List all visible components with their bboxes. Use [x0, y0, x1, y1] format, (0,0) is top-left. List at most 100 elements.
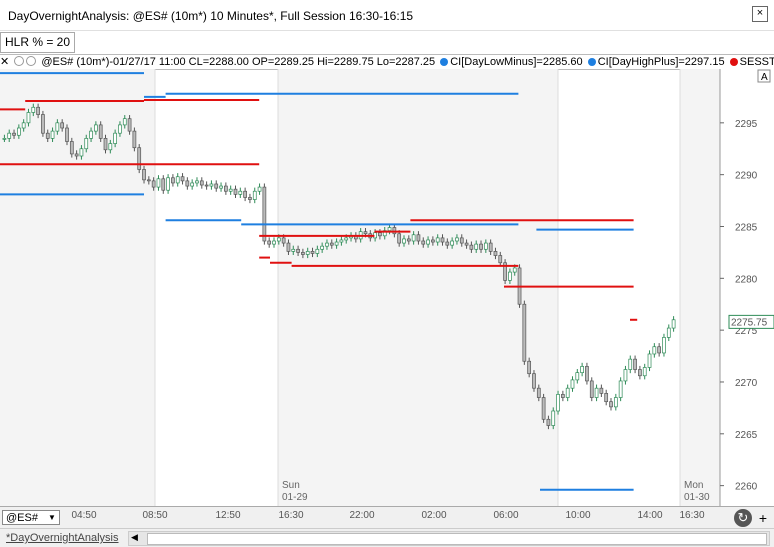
date-label: 01-29 — [282, 492, 308, 503]
candle-body — [570, 379, 575, 389]
candle-body — [546, 418, 551, 426]
auto-scale-button[interactable] — [757, 69, 771, 83]
price-chart[interactable]: A 2295 2290 2285 2280 2275 2270 2265 2260 2275.75… — [0, 69, 774, 506]
candle-body — [339, 239, 344, 243]
candle-body — [36, 106, 40, 115]
candle-body — [281, 237, 286, 244]
x-tick-label: 10:00 — [565, 510, 591, 521]
x-tick-label: 02:00 — [421, 510, 447, 521]
candle-body — [508, 271, 512, 281]
candle-body — [512, 267, 517, 273]
x-tick-label: 08:50 — [142, 510, 168, 521]
candle-body — [426, 239, 430, 245]
candle-body — [7, 132, 12, 139]
tab-day-overnight-analysis[interactable]: *DayOvernightAnalysis — [6, 532, 119, 544]
candle-body — [402, 238, 406, 244]
candle-body — [522, 303, 527, 362]
zoom-plus-icon[interactable]: + — [758, 510, 768, 526]
y-axis-area — [720, 69, 774, 506]
candle-body — [541, 397, 546, 420]
day-label: Mon — [684, 480, 703, 491]
horizontal-scrollbar[interactable]: ◀ — [128, 531, 770, 546]
candle-body — [171, 177, 175, 184]
close-icon[interactable]: × — [752, 6, 768, 22]
candle-body — [161, 178, 166, 191]
last-price-box — [728, 314, 774, 329]
candle-body — [561, 394, 565, 398]
candle-body — [493, 251, 498, 256]
candle-body — [296, 248, 300, 253]
chevron-down-icon[interactable]: ▼ — [48, 513, 56, 522]
candle-body — [483, 242, 488, 250]
scroll-thumb[interactable] — [147, 533, 767, 545]
candle-body — [84, 138, 89, 150]
candle-body — [118, 124, 122, 134]
candle-body — [609, 401, 613, 408]
candle-body — [628, 358, 633, 370]
candle-body — [291, 248, 296, 252]
candle-body — [421, 240, 426, 245]
x-tick-label: 12:50 — [215, 510, 241, 521]
candle-body — [638, 369, 642, 377]
date-label: 01-30 — [684, 492, 710, 503]
candle-body — [41, 114, 45, 134]
symbol-dot-icon — [14, 56, 25, 66]
candle-body — [329, 242, 334, 246]
candle-body — [445, 241, 450, 246]
candle-body — [252, 190, 257, 200]
indicator-day-high: CI[DayHighPlus]=2297.15 — [597, 56, 725, 68]
candle-body — [666, 327, 671, 338]
y-tick-label: 2285 — [735, 222, 758, 233]
candle-body — [185, 180, 190, 187]
refresh-icon[interactable]: ↻ — [734, 509, 752, 527]
x-tick-label: 16:30 — [278, 510, 304, 521]
session-shade — [0, 69, 155, 506]
candle-body — [671, 319, 676, 329]
bottom-toolbar: @ES# ▼ ↻ + — [0, 506, 774, 529]
candle-body — [79, 148, 84, 157]
x-tick-label: 14:00 — [637, 510, 663, 521]
candle-body — [267, 240, 272, 245]
candle-body — [580, 366, 584, 373]
candle-body — [416, 234, 421, 242]
ind1-dot-icon — [440, 58, 449, 66]
candle-body — [12, 132, 16, 136]
candle-body — [108, 143, 113, 151]
chart-svg[interactable]: A 2295 2290 2285 2280 2275 2270 2265 2260 2275.75… — [0, 69, 774, 506]
candle-body — [151, 180, 156, 188]
candle-body — [50, 130, 55, 139]
candle-body — [334, 241, 339, 246]
candle-body — [55, 122, 60, 132]
candle-body — [272, 240, 276, 245]
candle-body — [74, 153, 79, 157]
x-tick-label: 06:00 — [493, 510, 519, 521]
y-tick-label: 2260 — [735, 482, 758, 493]
candle-body — [464, 242, 469, 246]
candle-body — [556, 394, 560, 412]
ind2-dot-icon — [587, 58, 596, 66]
x-tick-label: 16:30 — [679, 510, 705, 521]
hlr-input-label[interactable]: HLR % = 20 — [0, 32, 76, 53]
candle-body — [190, 182, 195, 187]
x-tick-label: 22:00 — [349, 510, 375, 521]
main-series-info: @ES# (10m*)-01/27/17 11:00 CL=2288.00 OP… — [41, 56, 436, 68]
candle-body — [142, 169, 146, 181]
candle-body — [60, 122, 65, 129]
candle-body — [262, 186, 267, 242]
candle-body — [344, 237, 349, 241]
candle-body — [599, 387, 604, 394]
candle-body — [276, 237, 281, 242]
close-data-window-icon[interactable]: ✕ — [0, 56, 10, 68]
symbol-selector[interactable]: @ES# ▼ — [2, 510, 60, 525]
ind3-dot-icon — [729, 58, 738, 66]
candle-body — [180, 176, 185, 182]
candle-body — [594, 387, 599, 398]
last-price-label: 2275.75 — [731, 317, 768, 328]
scroll-left-icon[interactable]: ◀ — [131, 532, 138, 542]
candle-body — [166, 177, 170, 191]
y-tick-label: 2295 — [735, 119, 758, 130]
candle-body — [498, 255, 503, 264]
candle-body — [532, 373, 536, 389]
candle-body — [479, 243, 483, 250]
candle-body — [122, 118, 127, 126]
